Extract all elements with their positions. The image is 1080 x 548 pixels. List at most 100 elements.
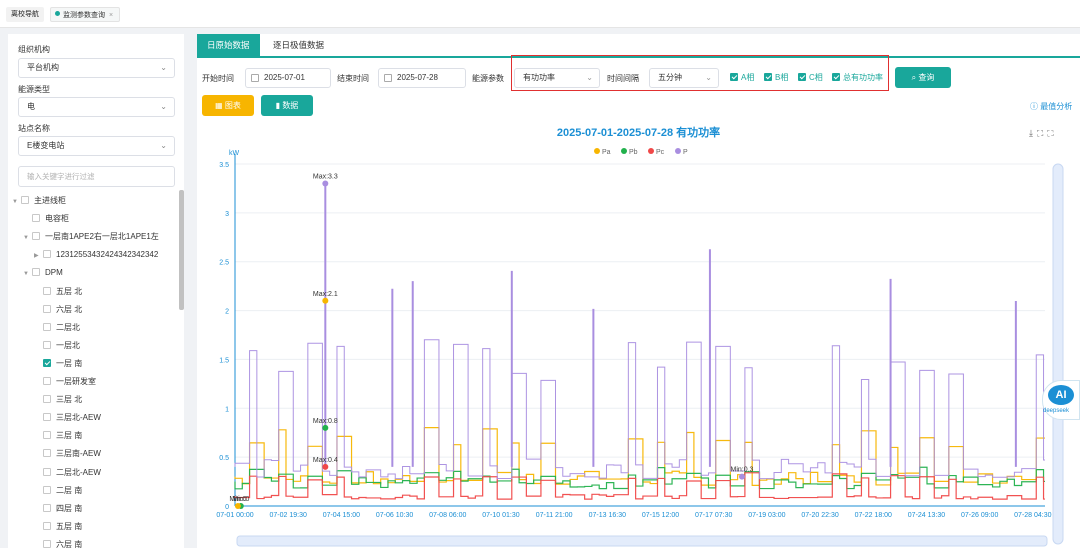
checkbox-icon[interactable] <box>32 268 40 277</box>
checkbox-icon[interactable] <box>43 322 51 331</box>
start-date-input[interactable]: 2025-07-01 <box>245 68 331 88</box>
query-button[interactable]: ⌕ 查询 <box>895 67 951 88</box>
tree-node-label: 二层 南 <box>56 485 83 495</box>
annotation-label: Min:0 <box>229 496 246 503</box>
annotation-label: Max:0.4 <box>313 457 338 464</box>
checkbox-icon[interactable] <box>21 196 29 204</box>
end-label: 结束时间 <box>337 74 369 83</box>
download-icon[interactable]: ⤓ <box>1029 128 1037 138</box>
checkbox-icon[interactable] <box>43 377 51 385</box>
query-label: 查询 <box>918 73 935 82</box>
tree-node[interactable]: 四层 南 <box>34 502 82 516</box>
vertical-zoom-slider <box>1052 163 1064 545</box>
caret-down-icon[interactable]: ▼ <box>23 271 29 278</box>
tab-daily-extreme[interactable]: 逐日极值数据 <box>273 40 325 50</box>
station-value: E楼变电站 <box>27 141 65 150</box>
tree-node[interactable]: 二层北-AEW <box>34 466 101 480</box>
param-value: 有功功率 <box>523 73 555 82</box>
checkbox-icon[interactable] <box>43 521 51 530</box>
caret-down-icon[interactable]: ▼ <box>23 235 29 242</box>
tree-node[interactable]: 六层 北 <box>34 303 82 317</box>
tree-node[interactable]: ▼ 一层南1APE2右一层北1APE1左 <box>23 230 159 244</box>
sidebar: 组织机构 平台机构 ⌄ 能源类型 电 ⌄ 站点名称 E楼变电站 ⌄ 输入关键字进行过滤… <box>8 34 184 548</box>
start-label: 开始时间 <box>202 74 234 83</box>
horizontal-zoom-slider <box>236 535 1048 547</box>
tree-node[interactable]: 一层北 <box>34 339 80 353</box>
tree-node[interactable]: 一层 南 <box>34 357 82 371</box>
interval-value: 五分钟 <box>658 73 682 82</box>
checkbox-icon[interactable] <box>43 286 51 295</box>
end-date-input[interactable]: 2025-07-28 <box>378 68 466 88</box>
close-icon[interactable]: × <box>109 12 114 19</box>
checkbox-phase-a[interactable]: A相 <box>730 72 754 83</box>
station-select[interactable]: E楼变电站 ⌄ <box>18 136 175 156</box>
tree-node[interactable]: 电容柜 <box>23 212 69 226</box>
checkbox-total-power[interactable]: 总有功功率 <box>832 72 883 83</box>
annotation-point <box>322 463 329 470</box>
tree-node[interactable]: 一层研发室 <box>34 375 96 389</box>
search-icon: ⌕ <box>911 73 919 82</box>
energy-select[interactable]: 电 ⌄ <box>18 97 175 117</box>
annotation-label: Min:0 <box>232 496 249 503</box>
tree-filter-input[interactable]: 输入关键字进行过滤 <box>18 166 175 187</box>
org-value: 平台机构 <box>27 63 59 72</box>
legend-marker <box>621 148 627 154</box>
checkbox-icon[interactable] <box>43 358 51 367</box>
data-view-button[interactable]: ▮ 数据 <box>261 95 313 116</box>
checkbox-icon[interactable] <box>32 214 40 223</box>
ai-assistant-button[interactable]: AI deepseek <box>1042 380 1080 420</box>
checkbox-icon[interactable] <box>43 485 51 494</box>
sidebar-scrollbar[interactable] <box>179 190 184 310</box>
tree-node-label: 六层 北 <box>56 304 83 314</box>
tree-node[interactable]: 三层北-AEW <box>34 411 101 425</box>
tree-node[interactable]: 三层南-AEW <box>34 447 101 461</box>
tab-monitor-query[interactable]: 监测参数查询 × <box>50 7 121 22</box>
interval-select[interactable]: 五分钟 ⌄ <box>649 68 719 88</box>
restore-icon[interactable]: ⛶ <box>1047 128 1058 138</box>
checkbox-icon[interactable] <box>43 503 51 512</box>
checkbox-icon[interactable] <box>43 449 51 458</box>
tree-node-label: 四层 南 <box>56 503 83 513</box>
org-select[interactable]: 平台机构 ⌄ <box>18 58 175 78</box>
checkbox-icon[interactable] <box>43 431 51 440</box>
caret-down-icon[interactable]: ▼ <box>12 199 18 205</box>
tree-node[interactable]: 五层 南 <box>34 520 82 534</box>
tree-node[interactable]: 二层北 <box>34 321 80 335</box>
annotation-point <box>234 503 241 509</box>
checkbox-icon <box>832 73 840 81</box>
tree-node-label: 一层 南 <box>56 358 83 368</box>
annotation-label: Max:3.3 <box>313 174 338 181</box>
caret-right-icon[interactable]: ▶ <box>34 253 39 260</box>
tree-node[interactable]: 二层 南 <box>34 484 82 498</box>
checkbox-icon[interactable] <box>43 539 51 548</box>
tree-node[interactable]: 三层 北 <box>34 393 82 407</box>
best-analysis-link[interactable]: ⓘ 最值分析 <box>1030 101 1072 112</box>
checkbox-icon[interactable] <box>43 395 51 404</box>
checkbox-phase-b[interactable]: B相 <box>764 72 788 83</box>
zoom-icon[interactable]: ⛶ <box>1036 128 1048 138</box>
tree-node-label: 三层 北 <box>56 395 83 405</box>
checkbox-icon[interactable] <box>43 340 51 349</box>
checkbox-icon[interactable] <box>32 232 40 241</box>
tab-nav[interactable]: 离校导航 <box>6 7 44 22</box>
power-chart: 0 0.5 1 1.5 2 2.5 3 3.5kW 07-01 00:00 07-02 19:30… <box>216 148 1064 547</box>
y-tick-label: 2 <box>225 309 229 316</box>
param-select[interactable]: 有功功率 ⌄ <box>514 68 600 88</box>
tree-node[interactable]: 三层 南 <box>34 429 82 443</box>
checkbox-icon[interactable] <box>43 413 51 422</box>
tab-daily-raw[interactable]: 日原始数据 <box>197 34 260 56</box>
checkbox-icon[interactable] <box>43 304 51 313</box>
tree-node[interactable]: ▼ DPM <box>23 266 63 280</box>
x-tick-label: 07-15 12:00 <box>642 512 679 519</box>
energy-value: 电 <box>27 102 35 111</box>
tree-node[interactable]: 五层 北 <box>34 285 82 299</box>
tree-node[interactable]: ▼ 主进线柜 <box>12 194 66 208</box>
checkbox-phase-c[interactable]: C相 <box>798 72 823 83</box>
checkbox-icon[interactable] <box>43 467 51 476</box>
tree-node[interactable]: 六层 南 <box>34 538 82 548</box>
tree-node-label: 五层 南 <box>56 521 83 531</box>
tree-node[interactable]: ▶ 12312553432424342342342 <box>34 248 158 262</box>
annotation-point <box>322 180 329 187</box>
chart-view-button[interactable]: ▦ 图表 <box>202 95 254 116</box>
checkbox-icon[interactable] <box>43 250 51 259</box>
